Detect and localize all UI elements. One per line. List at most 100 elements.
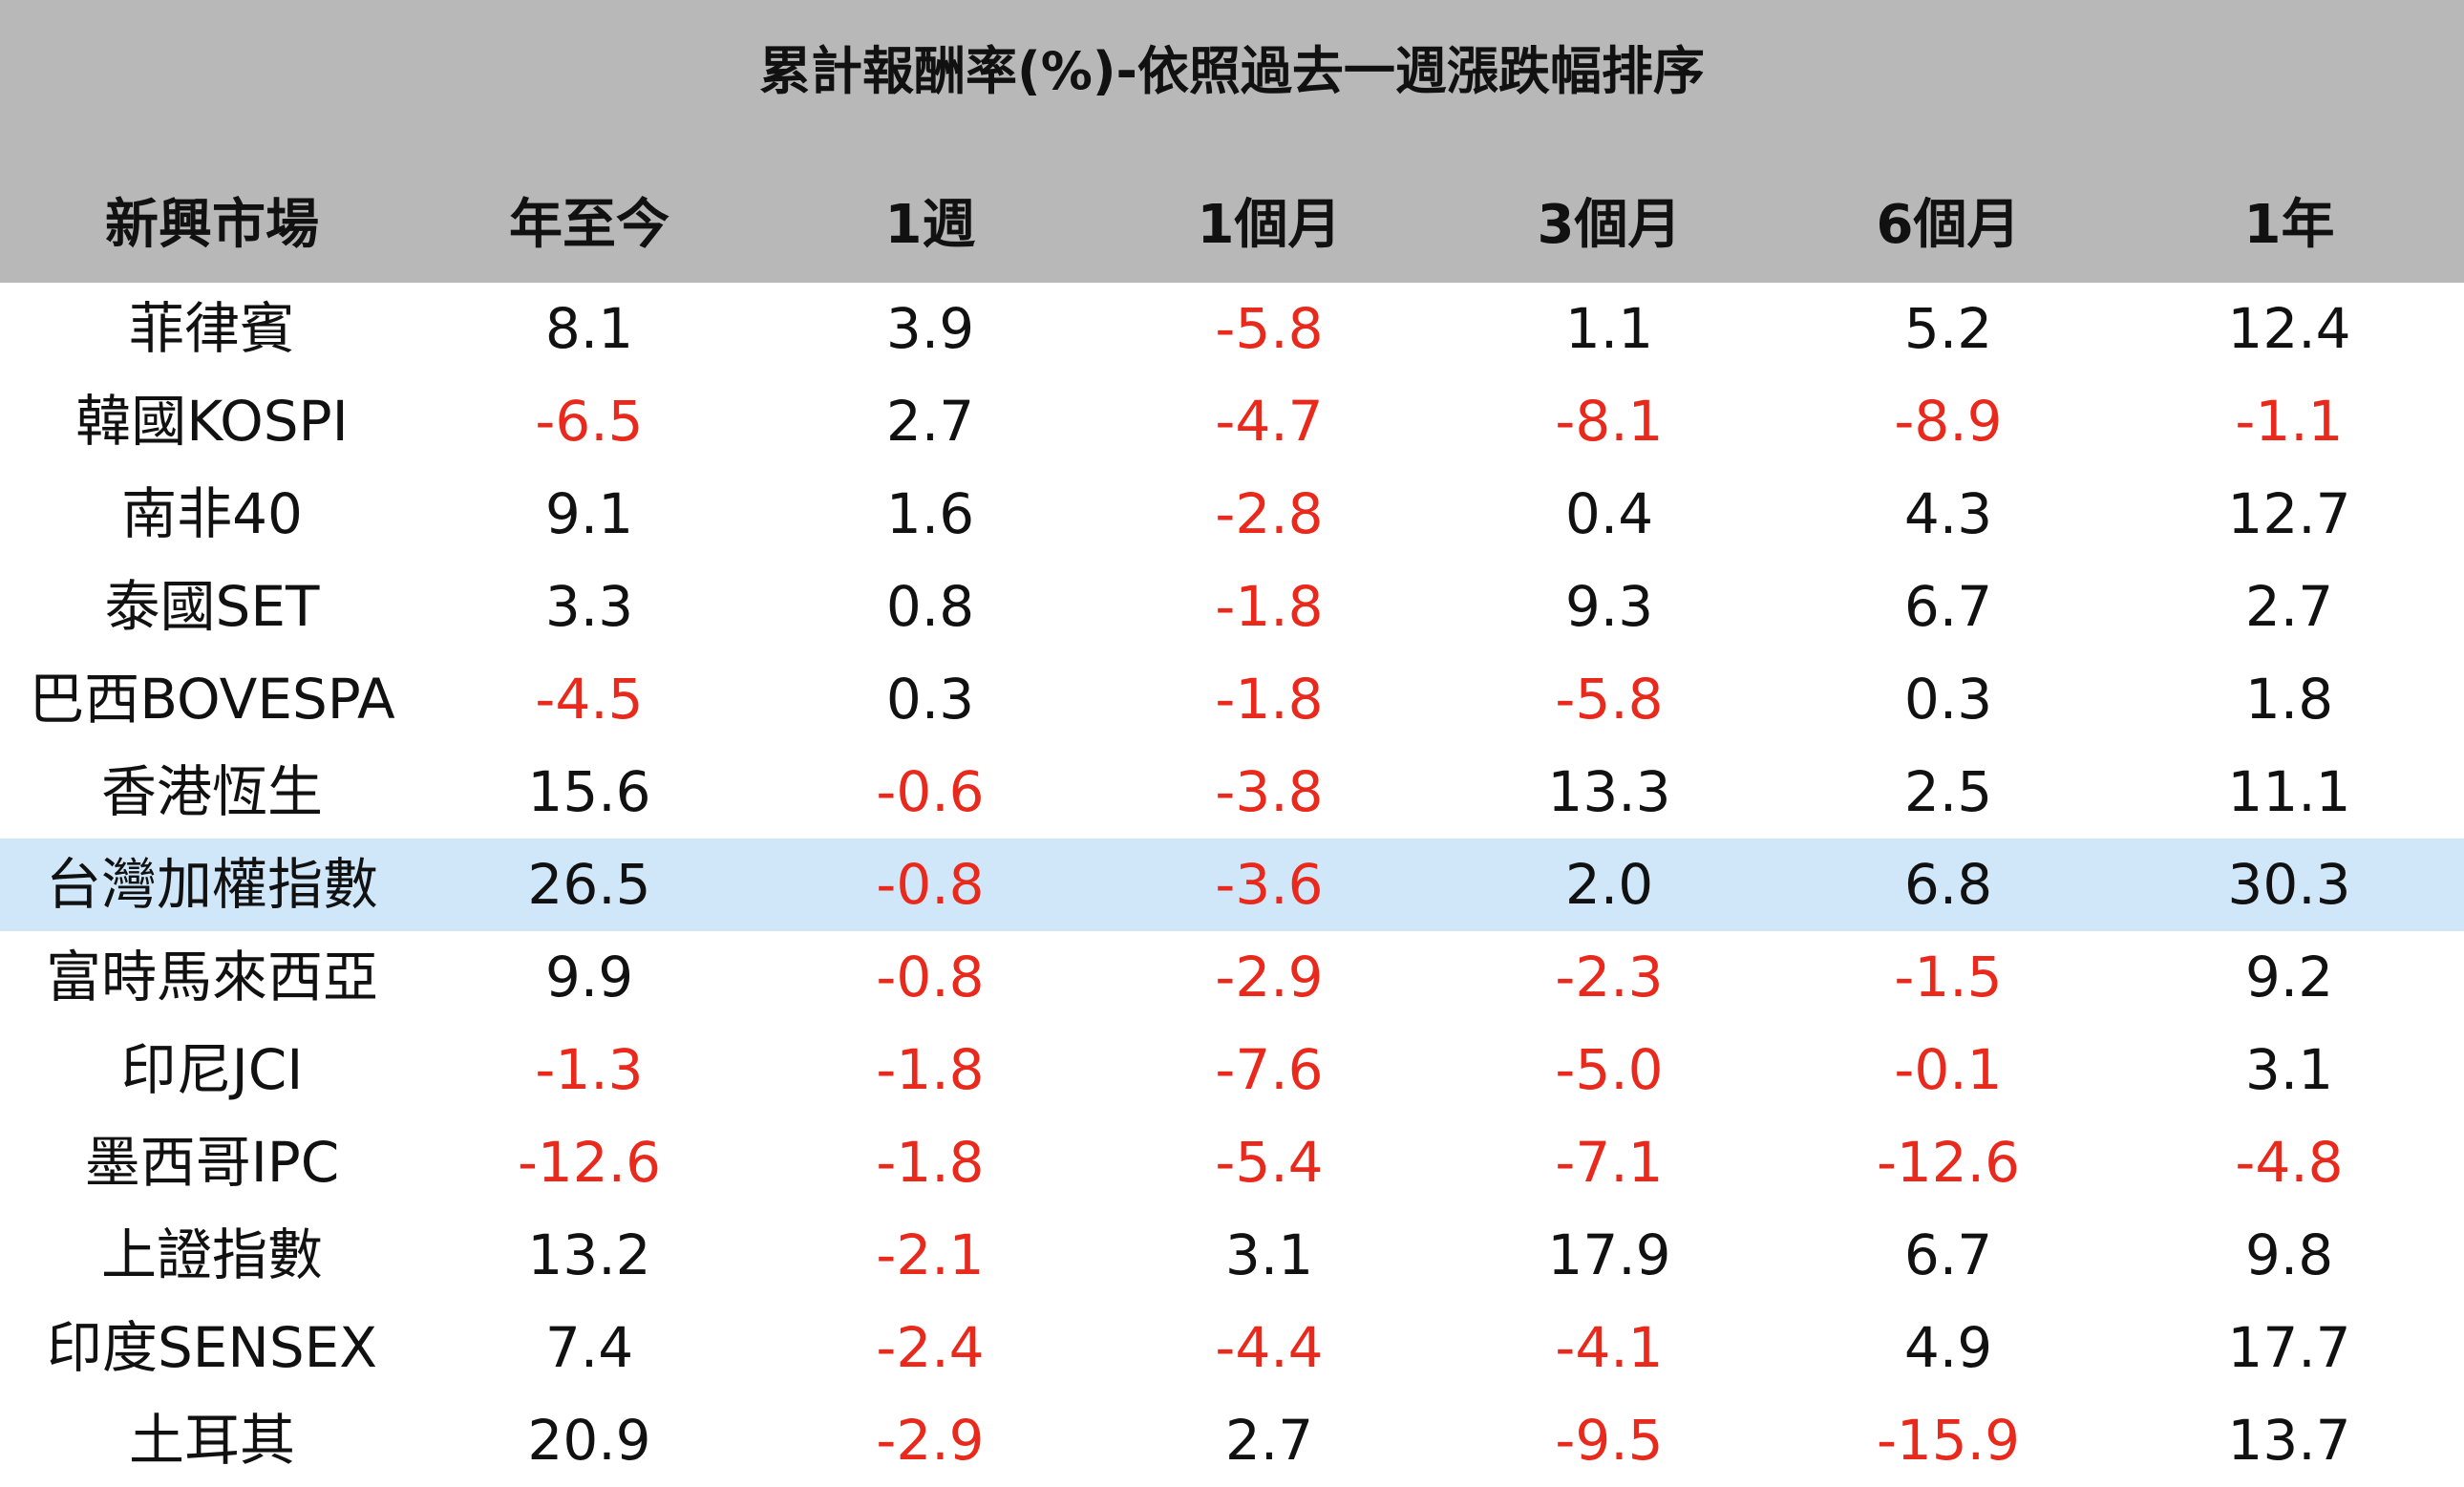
- return-value: -2.9: [1215, 945, 1324, 1009]
- market-name: 巴西BOVESPA: [29, 667, 395, 732]
- return-value: -9.5: [1555, 1408, 1664, 1473]
- return-value: -2.3: [1555, 945, 1664, 1009]
- table-row: 巴西BOVESPA -4.5 0.3 -1.8 -5.8 0.3 1.8: [0, 653, 2464, 746]
- return-value: -1.3: [535, 1037, 644, 1102]
- return-value: 2.5: [1903, 759, 1993, 824]
- return-value: 26.5: [527, 852, 651, 917]
- market-name: 菲律賓: [128, 296, 295, 361]
- return-value: 17.9: [1547, 1222, 1671, 1287]
- market-name: 富時馬來西亞: [45, 945, 378, 1009]
- return-value: -0.1: [1894, 1037, 2003, 1102]
- return-value: 13.3: [1547, 759, 1671, 824]
- return-value: -6.5: [535, 389, 644, 454]
- return-value: 1.8: [2244, 667, 2334, 732]
- return-value: -0.8: [876, 852, 985, 917]
- return-value: -1.8: [876, 1037, 985, 1102]
- market-name: 土耳其: [128, 1408, 295, 1473]
- table-row: 印度SENSEX 7.4 -2.4 -4.4 -4.1 4.9 17.7: [0, 1302, 2464, 1394]
- return-value: -4.5: [535, 667, 644, 732]
- return-value: -4.4: [1215, 1315, 1324, 1380]
- table-row: 印尼JCI -1.3 -1.8 -7.6 -5.0 -0.1 3.1: [0, 1024, 2464, 1116]
- return-value: 17.7: [2227, 1315, 2351, 1380]
- return-value: 11.1: [2227, 759, 2351, 824]
- return-value: -1.1: [2235, 389, 2344, 454]
- return-value: -5.0: [1555, 1037, 1664, 1102]
- return-value: -4.8: [2235, 1130, 2344, 1195]
- return-value: 6.7: [1903, 574, 1993, 639]
- market-name: 泰國SET: [104, 574, 320, 639]
- column-header: 年至今: [509, 194, 669, 256]
- return-value: 9.1: [544, 481, 634, 546]
- column-header: 1年: [2243, 194, 2335, 256]
- market-name: 南非40: [121, 481, 303, 546]
- return-value: -1.5: [1894, 945, 2003, 1009]
- return-value: 3.3: [544, 574, 634, 639]
- return-value: -8.9: [1894, 389, 2003, 454]
- return-value: -2.8: [1215, 481, 1324, 546]
- return-value: 4.9: [1903, 1315, 1993, 1380]
- return-value: 2.0: [1564, 852, 1654, 917]
- market-name: 墨西哥IPC: [84, 1130, 340, 1195]
- table-row: 上證指數 13.2 -2.1 3.1 17.9 6.7 9.8: [0, 1209, 2464, 1302]
- table-title: 累計報酬率(%)-依照過去一週漲跌幅排序: [759, 41, 1705, 101]
- table-row: 墨西哥IPC -12.6 -1.8 -5.4 -7.1 -12.6 -4.8: [0, 1116, 2464, 1209]
- table-header: 累計報酬率(%)-依照過去一週漲跌幅排序 新興市場 年至今 1週 1個月 3個月 6個月 1…: [0, 0, 2464, 283]
- return-value: 13.2: [527, 1222, 651, 1287]
- column-header: 1個月: [1197, 194, 1342, 256]
- return-value: -15.9: [1876, 1408, 2021, 1473]
- return-value: 1.6: [885, 481, 975, 546]
- return-value: 3.1: [2244, 1037, 2334, 1102]
- return-value: 30.3: [2227, 852, 2351, 917]
- return-value: 20.9: [527, 1408, 651, 1473]
- return-value: -4.1: [1555, 1315, 1664, 1380]
- return-value: -7.1: [1555, 1130, 1664, 1195]
- return-value: 7.4: [544, 1315, 634, 1380]
- return-value: -1.8: [876, 1130, 985, 1195]
- return-value: 12.7: [2227, 481, 2351, 546]
- return-value: -12.6: [517, 1130, 662, 1195]
- return-value: -3.6: [1215, 852, 1324, 917]
- return-value: 15.6: [527, 759, 651, 824]
- table-row: 南非40 9.1 1.6 -2.8 0.4 4.3 12.7: [0, 468, 2464, 561]
- return-value: 9.3: [1564, 574, 1654, 639]
- table-row: 香港恆生 15.6 -0.6 -3.8 13.3 2.5 11.1: [0, 746, 2464, 839]
- table-row: 菲律賓 8.1 3.9 -5.8 1.1 5.2 12.4: [0, 283, 2464, 375]
- return-value: 9.9: [544, 945, 634, 1009]
- return-value: 0.8: [885, 574, 975, 639]
- return-value: 1.1: [1564, 296, 1654, 361]
- return-value: -0.6: [876, 759, 985, 824]
- market-name: 香港恆生: [100, 759, 323, 824]
- return-value: -5.8: [1215, 296, 1324, 361]
- return-value: -5.8: [1555, 667, 1664, 732]
- table-row: 台灣加權指數 26.5 -0.8 -3.6 2.0 6.8 30.3: [0, 839, 2464, 931]
- return-value: 9.2: [2244, 945, 2334, 1009]
- return-value: -12.6: [1876, 1130, 2021, 1195]
- return-value: -2.9: [876, 1408, 985, 1473]
- return-value: -4.7: [1215, 389, 1324, 454]
- return-value: 4.3: [1903, 481, 1993, 546]
- table-row: 泰國SET 3.3 0.8 -1.8 9.3 6.7 2.7: [0, 561, 2464, 653]
- table-row: 富時馬來西亞 9.9 -0.8 -2.9 -2.3 -1.5 9.2: [0, 931, 2464, 1024]
- return-value: 6.7: [1903, 1222, 1993, 1287]
- return-value: 0.4: [1564, 481, 1654, 546]
- return-value: 0.3: [1903, 667, 1993, 732]
- return-value: 13.7: [2227, 1408, 2351, 1473]
- return-value: 2.7: [1224, 1408, 1314, 1473]
- return-value: -8.1: [1555, 389, 1664, 454]
- return-value: 2.7: [2244, 574, 2334, 639]
- column-header: 新興市場: [105, 194, 319, 256]
- return-value: 0.3: [885, 667, 975, 732]
- return-value: -2.1: [876, 1222, 985, 1287]
- table-row: 土耳其 20.9 -2.9 2.7 -9.5 -15.9 13.7: [0, 1394, 2464, 1487]
- return-value: -5.4: [1215, 1130, 1324, 1195]
- return-value: 12.4: [2227, 296, 2351, 361]
- column-header: 3個月: [1537, 194, 1682, 256]
- market-name: 印尼JCI: [120, 1037, 304, 1102]
- return-value: -2.4: [876, 1315, 985, 1380]
- column-header: 6個月: [1876, 194, 2021, 256]
- return-value: 6.8: [1903, 852, 1993, 917]
- return-value: 5.2: [1903, 296, 1993, 361]
- return-value: -0.8: [876, 945, 985, 1009]
- return-value: 2.7: [885, 389, 975, 454]
- market-name: 韓國KOSPI: [75, 389, 349, 454]
